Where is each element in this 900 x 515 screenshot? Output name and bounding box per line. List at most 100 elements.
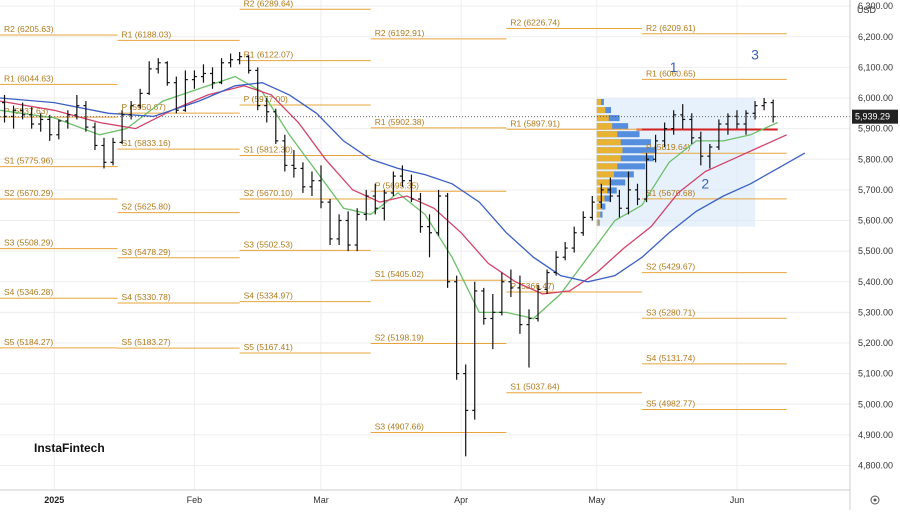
profile-bar xyxy=(596,163,646,170)
ohlc-bar xyxy=(463,364,469,457)
ohlc-bar xyxy=(219,58,225,85)
ohlc-bar xyxy=(417,192,423,233)
x-tick-label: Apr xyxy=(454,495,468,505)
profile-bar xyxy=(596,179,626,186)
ohlc-bar xyxy=(436,189,442,236)
ohlc-bar xyxy=(490,294,496,350)
x-tick-label: Feb xyxy=(187,495,203,505)
pivot-label: P (5366.47) xyxy=(510,281,554,291)
ohlc-bar xyxy=(110,137,116,166)
profile-bar-yellow xyxy=(596,107,606,114)
pivot-label: S4 (5334.97) xyxy=(244,291,293,301)
y-tick-label: 5,300.00 xyxy=(858,307,893,317)
profile-bar-yellow xyxy=(596,139,621,146)
ohlc-bar xyxy=(445,192,451,288)
moving-averages xyxy=(0,75,806,320)
pivot-label: P (5977.00) xyxy=(244,94,288,104)
pivot-label: S2 (5625.80) xyxy=(122,202,171,212)
ohlc-bar xyxy=(273,108,279,144)
y-tick-label: 4,900.00 xyxy=(858,430,893,440)
ohlc-bar xyxy=(644,153,650,203)
pivot-label: P (5937.63) xyxy=(4,106,48,116)
y-tick-label: 5,200.00 xyxy=(858,338,893,348)
ohlc-bar xyxy=(427,214,433,258)
pivot-label: S3 (4907.66) xyxy=(375,422,424,432)
ohlc-bar xyxy=(535,284,541,322)
profile-bar-yellow xyxy=(596,99,602,106)
ohlc-bars xyxy=(2,52,776,457)
ohlc-bar xyxy=(128,101,134,120)
pivot-label: R1 (6060.65) xyxy=(646,68,696,78)
x-tick-label: 2025 xyxy=(44,495,64,505)
wave-label: 3 xyxy=(751,47,759,63)
current-price-label: 5,939.29 xyxy=(855,112,890,122)
pivot-label: S3 (5478.29) xyxy=(122,247,171,257)
pivot-label: R1 (6044.63) xyxy=(4,73,54,83)
wave-label: 1 xyxy=(670,59,678,75)
ohlc-bar xyxy=(173,76,179,114)
pivot-levels: R2 (6205.63) R1 (6044.63) P (5937.63) S1 (5… xyxy=(0,0,787,434)
pivot-label: R2 (6226.74) xyxy=(510,18,560,28)
ohlc-bar xyxy=(318,165,324,209)
ohlc-bar xyxy=(354,208,360,252)
profile-bar-yellow xyxy=(596,219,599,226)
ohlc-bar xyxy=(237,52,243,65)
ohlc-bar xyxy=(228,53,234,68)
ohlc-bar xyxy=(381,189,387,221)
ohlc-bar xyxy=(74,94,80,120)
ohlc-bar xyxy=(146,61,152,95)
ohlc-bar xyxy=(20,102,26,120)
y-tick-label: 5,100.00 xyxy=(858,369,893,379)
ohlc-bar xyxy=(526,309,532,368)
settings-icon-dot xyxy=(873,498,877,502)
pivot-label: R2 (6205.63) xyxy=(4,24,54,34)
ohlc-bar xyxy=(300,162,306,193)
pivot-label: R1 (5897.91) xyxy=(510,118,560,128)
y-tick-label: 5,000.00 xyxy=(858,399,893,409)
ohlc-bar xyxy=(399,165,405,187)
pivot-label: S1 (5812.30) xyxy=(244,144,293,154)
ohlc-bar xyxy=(191,70,197,89)
profile-bar xyxy=(596,131,640,138)
volume-profile xyxy=(596,98,778,227)
ohlc-bar xyxy=(499,272,505,316)
ohlc-bar xyxy=(47,114,53,141)
profile-bar-yellow xyxy=(596,179,611,186)
pivot-label: S1 (5833.16) xyxy=(122,138,171,148)
ohlc-bar xyxy=(625,171,631,215)
ohlc-bar xyxy=(363,189,369,221)
ohlc-bar xyxy=(743,110,749,135)
ohlc-bar xyxy=(616,189,622,218)
profile-bar-yellow xyxy=(596,147,623,154)
ohlc-bar xyxy=(309,171,315,196)
ohlc-bar xyxy=(327,199,333,245)
ohlc-bar xyxy=(707,143,713,169)
pivot-label: S1 (5037.64) xyxy=(510,382,559,392)
pivot-label: S5 (5183.27) xyxy=(122,337,171,347)
profile-bar xyxy=(596,123,629,130)
ohlc-bar xyxy=(264,98,270,123)
pivot-label: P (5819.64) xyxy=(646,142,690,152)
pivot-label: S1 (5670.68) xyxy=(646,188,695,198)
ohlc-bar xyxy=(390,171,396,196)
pivot-label: S5 (4982.77) xyxy=(646,399,695,409)
ma-line-mid xyxy=(0,85,787,295)
ohlc-bar xyxy=(155,58,161,74)
profile-box xyxy=(596,98,756,227)
ohlc-bar xyxy=(716,119,722,151)
pivot-label: S3 (5280.71) xyxy=(646,307,695,317)
profile-bar-yellow xyxy=(596,131,618,138)
profile-bar-yellow xyxy=(596,163,618,170)
y-tick-label: 5,600.00 xyxy=(858,216,893,226)
profile-bar xyxy=(596,139,651,146)
profile-bar-yellow xyxy=(596,115,609,122)
ohlc-bar xyxy=(291,150,297,178)
profile-bar-yellow xyxy=(596,155,621,162)
settings-icon xyxy=(870,495,880,505)
ohlc-bar xyxy=(56,119,62,140)
ohlc-bar xyxy=(662,122,668,147)
profile-bar-yellow xyxy=(596,203,602,210)
profile-bar-yellow xyxy=(596,171,614,178)
